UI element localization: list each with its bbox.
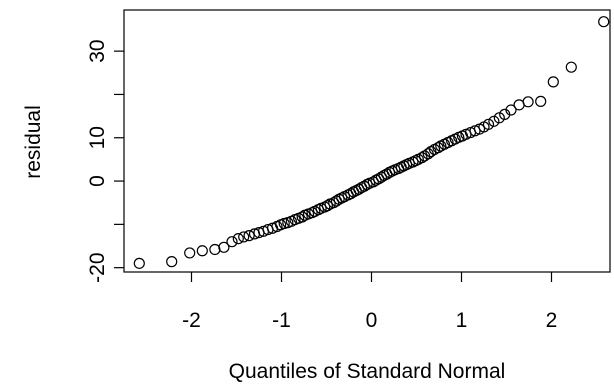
data-point [209,243,221,256]
data-point [522,96,534,108]
data-point [535,95,547,107]
data-point [321,200,333,212]
y-tick-label: 30 [86,39,109,62]
data-point [232,233,244,245]
data-point [243,230,255,242]
data-point [296,211,308,223]
data-point [598,16,610,28]
data-point [133,257,145,269]
x-axis-label: Quantiles of Standard Normal [229,360,506,383]
data-point [416,152,428,164]
data-point [547,76,559,88]
data-point [565,61,577,73]
data-point [432,142,444,154]
data-point [226,236,238,248]
data-point [358,180,370,192]
data-point [482,118,495,130]
plot-frame [123,9,611,273]
data-point [218,241,230,253]
data-point [328,197,340,209]
axes: -2 -1 0 1 2 -20 0 10 30 [86,39,557,332]
y-tick-label: 0 [86,175,109,187]
x-tick-label: -1 [272,309,291,332]
data-point [375,171,387,183]
data-point [238,231,250,243]
data-point [184,247,196,259]
x-tick-label: 0 [366,309,378,332]
x-tick-label: 2 [546,309,558,332]
data-point [166,256,178,268]
data-point [488,115,500,127]
y-axis-label: residual [22,105,45,179]
data-point [353,183,365,195]
data-point [505,104,517,116]
data-point [367,176,379,188]
data-point [196,245,208,257]
y-tick-label: 10 [86,126,109,149]
x-tick-label: -2 [182,309,201,332]
data-point [493,112,505,124]
data-point [373,173,385,185]
x-tick-label: 1 [456,309,468,332]
y-tick-label: -20 [86,252,109,282]
data-points [133,16,610,269]
